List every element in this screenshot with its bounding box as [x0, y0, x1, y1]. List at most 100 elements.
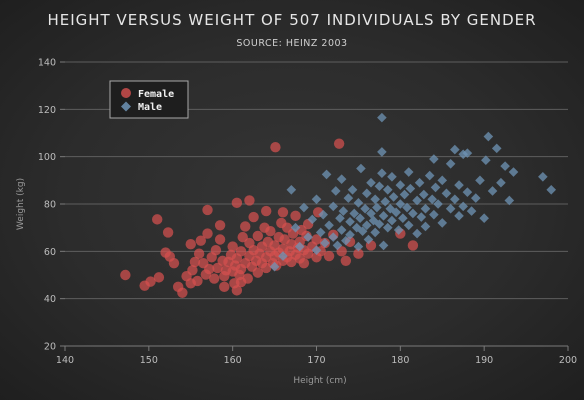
y-tick-label: 120 — [38, 105, 56, 116]
data-point-male — [382, 185, 393, 195]
data-point-female — [209, 273, 220, 284]
data-point-male — [500, 161, 510, 171]
data-point-male — [374, 219, 385, 229]
x-tick-label: 170 — [307, 355, 325, 366]
y-tick-label: 40 — [44, 294, 56, 305]
data-point-female — [323, 250, 335, 262]
data-point-male — [504, 195, 515, 206]
chart-subtitle: SOURCE: HEINZ 2003 — [236, 38, 347, 49]
data-point-male — [328, 201, 339, 212]
data-point-male — [405, 183, 416, 194]
data-point-male — [377, 147, 387, 157]
data-point-male — [315, 227, 326, 238]
data-point-female — [192, 275, 203, 287]
data-point-male — [377, 168, 387, 179]
data-point-female — [231, 285, 243, 296]
data-point-male — [353, 198, 364, 208]
data-point-male — [462, 187, 473, 197]
legend-female-label: Female — [138, 89, 174, 100]
data-point-female — [177, 287, 188, 298]
data-point-male — [399, 189, 410, 200]
x-tick-label: 190 — [475, 355, 493, 366]
data-point-male — [345, 216, 355, 227]
data-point-male — [487, 186, 498, 196]
data-point-female — [185, 239, 196, 250]
data-point-male — [479, 213, 489, 223]
data-point-male — [370, 227, 380, 238]
data-point-male — [320, 238, 330, 248]
y-tick-label: 80 — [44, 200, 56, 211]
legend-box — [109, 80, 189, 119]
data-point-male — [290, 222, 301, 233]
data-point-male — [351, 222, 362, 233]
data-point-male — [430, 182, 441, 193]
data-point-male — [466, 206, 477, 216]
data-point-male — [412, 195, 422, 206]
data-point-female — [340, 255, 352, 266]
data-point-female — [202, 204, 213, 216]
data-point-female — [252, 267, 264, 278]
data-point-male — [458, 201, 469, 212]
data-point-male — [445, 158, 456, 169]
legend-male-marker — [121, 101, 131, 112]
data-point-female — [219, 281, 230, 293]
x-tick-label: 180 — [391, 355, 409, 366]
data-point-male — [483, 131, 494, 142]
y-tick-label: 20 — [44, 342, 56, 353]
data-point-male — [343, 193, 354, 203]
data-point-male — [388, 192, 399, 202]
data-point-male — [345, 229, 355, 240]
data-point-male — [332, 240, 343, 251]
data-point-male — [382, 222, 393, 233]
data-point-male — [496, 177, 506, 188]
data-point-female — [210, 244, 222, 256]
data-point-male — [362, 220, 372, 231]
data-point-female — [237, 231, 248, 243]
data-point-female — [270, 142, 281, 153]
data-point-female — [407, 240, 419, 251]
data-point-male — [427, 194, 437, 205]
data-point-male — [387, 215, 397, 226]
data-point-male — [538, 171, 548, 182]
data-point-male — [408, 208, 418, 219]
data-point-female — [265, 226, 276, 237]
y-axis: 20 40 60 80 100 120 140 — [38, 58, 65, 353]
data-point-male — [437, 218, 448, 228]
x-tick-label: 200 — [559, 355, 577, 366]
data-point-male — [416, 212, 427, 222]
data-point-male — [481, 155, 491, 166]
data-point-female — [214, 220, 226, 231]
data-point-female — [333, 138, 345, 149]
data-point-male — [341, 235, 351, 246]
data-point-male — [433, 199, 443, 209]
data-point-female — [311, 234, 322, 245]
x-axis: 140 150 160 170 180 190 200 — [56, 345, 577, 366]
data-point-male — [437, 175, 448, 186]
data-point-female — [277, 207, 289, 218]
data-point-male — [366, 177, 376, 188]
data-point-male — [378, 240, 389, 251]
data-point-male — [424, 170, 435, 181]
data-point-female — [203, 263, 215, 275]
data-point-male — [362, 188, 372, 199]
legend-female-marker — [121, 88, 131, 98]
data-point-female — [152, 214, 163, 225]
data-point-male — [321, 169, 332, 180]
x-tick-label: 160 — [224, 355, 242, 366]
data-point-female — [189, 256, 201, 268]
data-point-male — [311, 245, 322, 255]
data-point-male — [475, 175, 485, 186]
data-point-male — [429, 154, 439, 164]
data-point-male — [414, 177, 425, 188]
data-point-male — [324, 220, 334, 231]
data-point-male — [286, 185, 297, 195]
data-point-male — [336, 174, 347, 184]
data-point-female — [235, 276, 247, 288]
data-point-female — [244, 195, 255, 206]
data-point-female — [235, 246, 247, 257]
data-point-male — [378, 211, 389, 221]
data-point-female — [202, 228, 213, 239]
data-point-male — [372, 202, 382, 213]
data-point-male — [336, 225, 347, 235]
